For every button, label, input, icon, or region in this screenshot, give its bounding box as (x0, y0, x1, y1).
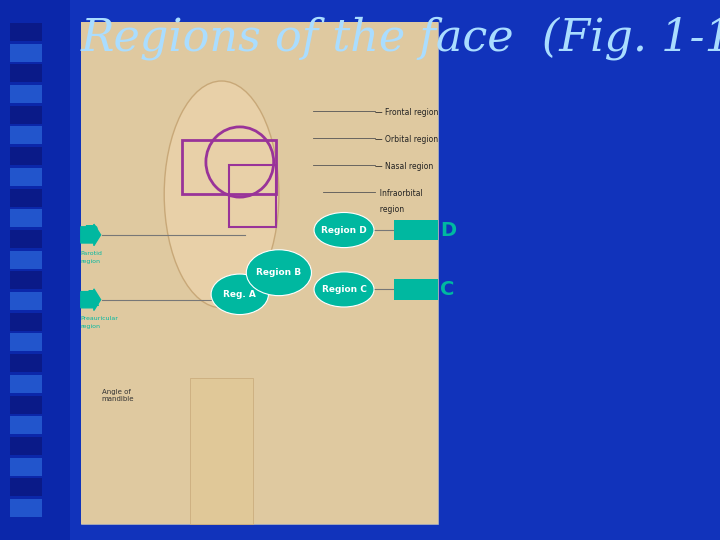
Bar (182, 140, 276, 194)
Text: Parotid: Parotid (81, 251, 103, 256)
Bar (10, 230, 42, 248)
Bar (10, 106, 42, 124)
Bar (10, 271, 42, 289)
FancyArrow shape (81, 289, 101, 310)
Text: region: region (81, 324, 101, 329)
Text: — Nasal region: — Nasal region (375, 162, 433, 171)
Text: C: C (441, 280, 455, 299)
Bar (394, 279, 438, 300)
Bar (190, 378, 253, 524)
Text: A: A (83, 289, 99, 310)
Bar (10, 251, 42, 268)
Text: Angle of
mandible: Angle of mandible (102, 389, 134, 402)
Text: Regions of the face  (Fig. 1-1): Regions of the face (Fig. 1-1) (81, 16, 720, 60)
Bar (230, 165, 276, 227)
Text: Reg. A: Reg. A (223, 290, 256, 299)
Bar (10, 23, 42, 41)
Bar (10, 292, 42, 310)
Bar (81, 22, 438, 524)
Text: region: region (375, 205, 405, 214)
Text: Region B: Region B (256, 268, 302, 277)
Bar (394, 220, 438, 240)
Bar (10, 44, 42, 62)
Bar (10, 416, 42, 434)
Ellipse shape (211, 274, 269, 314)
FancyArrow shape (81, 224, 101, 246)
Bar (10, 313, 42, 330)
Bar (10, 85, 42, 103)
Bar (0, 0, 71, 540)
Text: D: D (441, 220, 456, 240)
Ellipse shape (164, 81, 279, 308)
Bar (10, 478, 42, 496)
Bar (10, 499, 42, 517)
Text: Region C: Region C (322, 285, 366, 294)
Bar (10, 457, 42, 476)
Text: B: B (84, 225, 99, 245)
Text: region: region (81, 259, 101, 264)
Bar (10, 375, 42, 393)
Bar (10, 209, 42, 227)
Bar (10, 395, 42, 414)
Bar (10, 437, 42, 455)
Bar (10, 354, 42, 372)
Bar (10, 147, 42, 165)
Text: Preauricular: Preauricular (81, 316, 119, 321)
Text: Infraorbital: Infraorbital (375, 189, 423, 198)
Bar (10, 168, 42, 186)
Bar (10, 333, 42, 352)
Bar (81, 22, 438, 524)
Text: Region D: Region D (321, 226, 367, 234)
Bar (10, 188, 42, 206)
Ellipse shape (314, 212, 374, 247)
Ellipse shape (314, 272, 374, 307)
Text: — Orbital region: — Orbital region (375, 135, 438, 144)
Text: — Frontal region: — Frontal region (375, 108, 438, 117)
Bar (10, 64, 42, 82)
Bar (10, 126, 42, 144)
Ellipse shape (246, 249, 312, 295)
